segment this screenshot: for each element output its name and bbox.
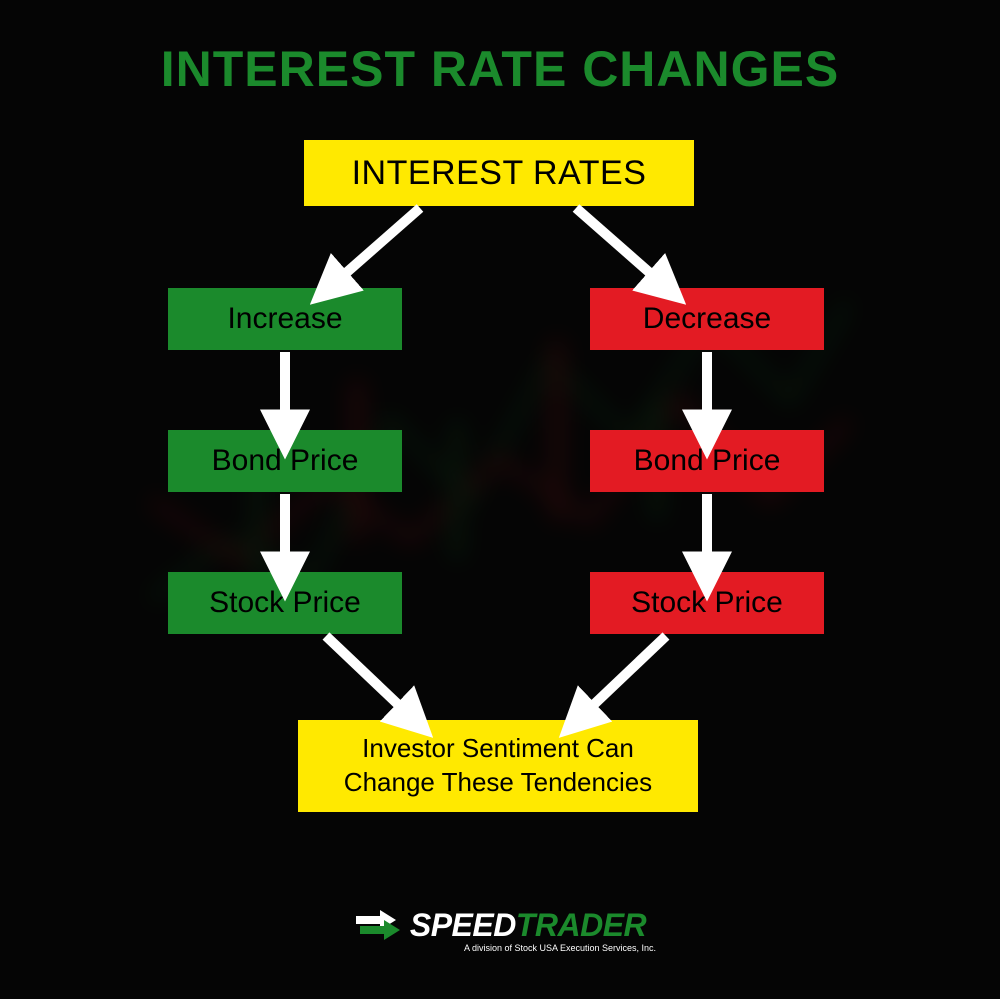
- footer-logo: SPEEDTRADER A division of Stock USA Exec…: [0, 907, 1000, 954]
- node-interest-rates: INTEREST RATES: [304, 140, 694, 206]
- node-bond-price-right: Bond Price: [590, 430, 824, 492]
- node-investor-sentiment: Investor Sentiment Can Change These Tend…: [298, 720, 698, 812]
- node-bond-price-left: Bond Price: [168, 430, 402, 492]
- page-title: INTEREST RATE CHANGES: [0, 40, 1000, 98]
- node-increase: Increase: [168, 288, 402, 350]
- node-stock-price-right: Stock Price: [590, 572, 824, 634]
- node-stock-price-left: Stock Price: [168, 572, 402, 634]
- logo-subtitle: A division of Stock USA Execution Servic…: [120, 943, 1000, 953]
- logo-text: SPEEDTRADER: [410, 907, 646, 944]
- logo-brand-white: SPEED: [410, 907, 516, 943]
- node-decrease: Decrease: [590, 288, 824, 350]
- logo-arrow-icon: [354, 910, 400, 940]
- logo-brand-green: TRADER: [516, 907, 646, 943]
